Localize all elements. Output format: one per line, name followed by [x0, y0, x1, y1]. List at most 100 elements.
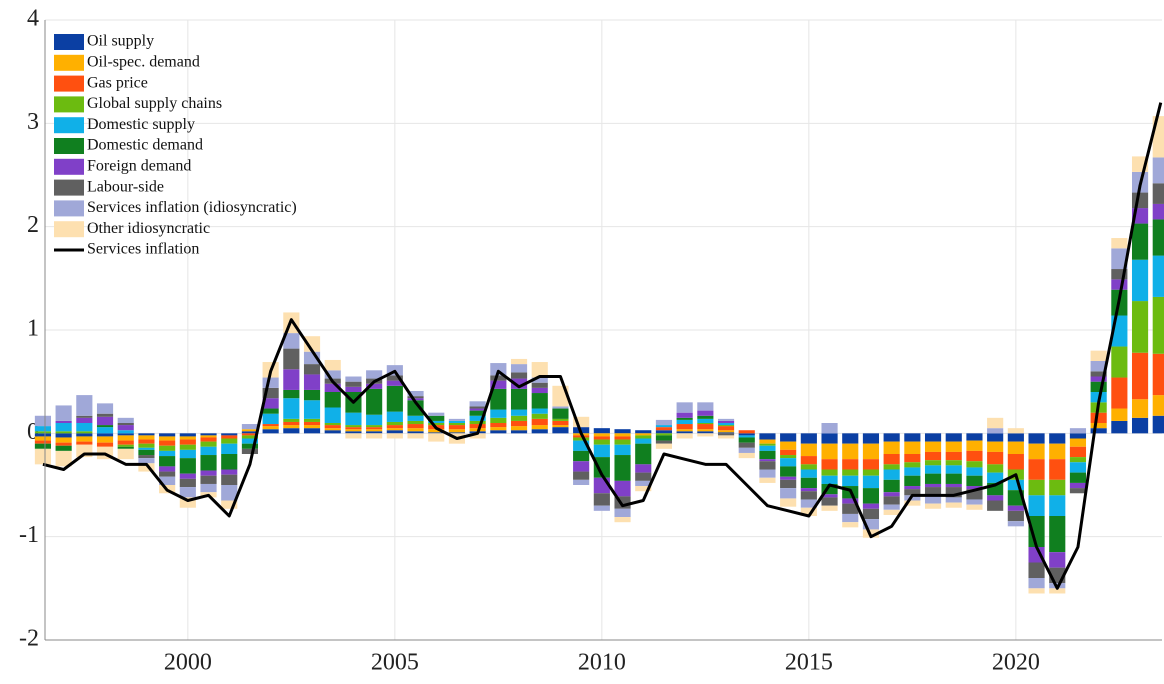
bar-segment [200, 483, 217, 493]
bar-segment [117, 446, 134, 449]
bar-segment [179, 487, 196, 498]
bar-segment [510, 420, 528, 427]
bar-segment [262, 413, 279, 425]
bar-segment [593, 433, 610, 437]
bar-segment [138, 435, 155, 440]
bar-segment [490, 388, 507, 410]
bar-segment [1090, 381, 1107, 392]
bar-segment [862, 443, 880, 460]
bar-segment [448, 420, 466, 423]
bar-segment [159, 436, 176, 441]
x-tick-label: 2010 [578, 650, 626, 676]
bar-segment [283, 333, 300, 349]
bar-segment [1049, 516, 1066, 553]
bar-segment [821, 443, 838, 460]
bar-segment [179, 449, 196, 459]
bar-segment [510, 430, 528, 434]
bar-segment [1152, 353, 1164, 396]
bar-segment [862, 508, 880, 520]
bar-segment [262, 424, 279, 427]
bar-segment [655, 443, 673, 449]
bar-segment [55, 445, 72, 451]
bar-segment [531, 362, 548, 378]
bar-segment [717, 425, 735, 427]
bar-segment [448, 432, 466, 434]
bar-segment [1007, 441, 1024, 454]
bar-segment [842, 498, 859, 504]
bar-segment [593, 428, 610, 434]
bar-segment [366, 429, 383, 432]
bar-segment [987, 472, 1004, 483]
bar-segment [366, 370, 383, 379]
bar-segment [800, 477, 817, 489]
bar-segment [159, 433, 176, 437]
bar-segment [303, 425, 321, 429]
bar-segment [676, 433, 693, 439]
bar-segment [55, 442, 72, 446]
bar-segment [945, 441, 962, 452]
bar-segment [469, 433, 486, 439]
bar-segment [345, 427, 362, 430]
bar-segment [386, 411, 403, 422]
bar-segment [510, 378, 528, 389]
bar-segment [490, 423, 507, 428]
bar-segment [96, 427, 114, 434]
bar-segment [448, 423, 466, 426]
bar-segment [96, 436, 114, 443]
bar-segment [655, 425, 673, 428]
bar-segment [1131, 301, 1149, 353]
bar-segment [800, 469, 817, 478]
legend-swatch [54, 221, 84, 238]
bar-segment [1131, 417, 1149, 434]
bar-segment [966, 440, 983, 451]
bar-segment [200, 435, 217, 438]
bar-segment [697, 431, 714, 434]
bar-segment [1049, 495, 1066, 516]
bar-segment [780, 433, 797, 442]
bar-segment [717, 435, 735, 439]
bar-segment [283, 389, 300, 399]
bar-segment [1090, 361, 1107, 372]
bar-segment [200, 446, 217, 456]
bar-segment [283, 418, 300, 422]
bar-segment [842, 513, 859, 523]
bar-segment [96, 416, 114, 426]
bar-segment [676, 431, 693, 434]
bar-segment [96, 433, 114, 437]
bar-segment [179, 436, 196, 440]
legend-label: Oil-spec. demand [87, 53, 200, 70]
bar-segment [34, 443, 52, 449]
bar-segment [1028, 562, 1045, 578]
bar-segment [635, 435, 652, 439]
bar-segment [573, 416, 590, 428]
bar-segment [924, 465, 942, 474]
bar-segment [614, 480, 631, 497]
bar-segment [324, 392, 341, 408]
bar-segment [469, 408, 486, 411]
bar-segment [717, 418, 735, 421]
bar-segment [55, 437, 72, 443]
bar-segment [407, 400, 424, 416]
bar-segment [1152, 296, 1164, 354]
bar-segment [96, 413, 114, 417]
bar-segment [138, 463, 155, 472]
bar-segment [1007, 510, 1024, 522]
bar-segment [96, 425, 114, 428]
bar-segment [303, 400, 321, 419]
bar-segment [159, 440, 176, 446]
bar-segment [614, 517, 631, 523]
bar-segment [842, 443, 859, 460]
bar-segment [138, 455, 155, 459]
bar-segment [821, 469, 838, 476]
bar-segment [924, 495, 942, 504]
bar-segment [366, 431, 383, 434]
bar-segment [531, 393, 548, 409]
bar-segment [738, 452, 755, 459]
bar-segment [366, 388, 383, 415]
bar-segment [676, 402, 693, 413]
bar-segment [904, 454, 921, 463]
bar-segment [221, 474, 238, 485]
bar-segment [717, 430, 735, 433]
bar-segment [1028, 479, 1045, 496]
bar-segment [345, 376, 362, 382]
